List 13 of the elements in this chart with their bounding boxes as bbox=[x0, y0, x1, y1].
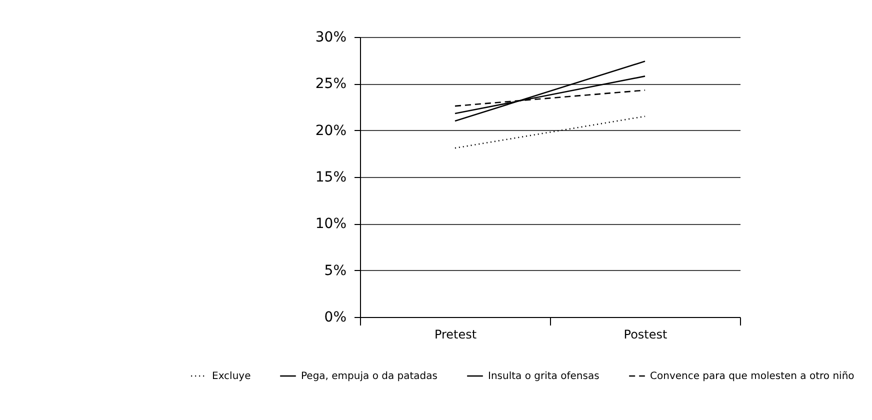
y-tick-label: 0% bbox=[324, 310, 346, 326]
y-tick-label: 25% bbox=[315, 76, 346, 92]
y-tick-label: 15% bbox=[315, 170, 346, 186]
legend-label: Convence para que molesten a otro niño bbox=[650, 371, 854, 382]
y-tick-label: 20% bbox=[315, 122, 346, 139]
legend-label: Insulta o grita ofensas bbox=[488, 371, 600, 382]
y-tick-label: 30% bbox=[315, 30, 346, 46]
legend-label: Pega, empuja o da patadas bbox=[301, 371, 438, 382]
y-tick-label: 10% bbox=[315, 216, 346, 232]
legend-label: Excluye bbox=[212, 371, 251, 382]
y-tick-label: 5% bbox=[324, 262, 346, 279]
x-tick-label: Postest bbox=[624, 328, 668, 342]
x-tick-label: Pretest bbox=[434, 328, 477, 342]
